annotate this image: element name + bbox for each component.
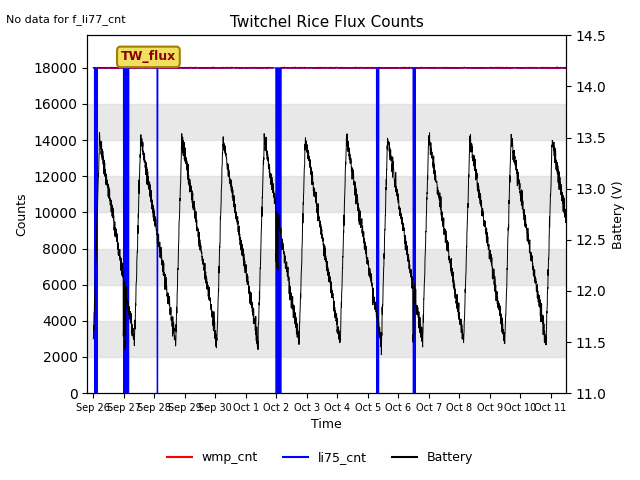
- Bar: [87, 104, 566, 140]
- Y-axis label: Counts: Counts: [15, 192, 28, 236]
- Bar: [87, 176, 566, 213]
- X-axis label: Time: Time: [311, 419, 342, 432]
- Legend: wmp_cnt, li75_cnt, Battery: wmp_cnt, li75_cnt, Battery: [162, 446, 478, 469]
- Text: TW_flux: TW_flux: [121, 50, 176, 63]
- Title: Twitchel Rice Flux Counts: Twitchel Rice Flux Counts: [230, 15, 424, 30]
- Bar: [87, 321, 566, 357]
- Text: No data for f_li77_cnt: No data for f_li77_cnt: [6, 14, 126, 25]
- Y-axis label: Battery (V): Battery (V): [612, 180, 625, 249]
- Bar: [87, 249, 566, 285]
